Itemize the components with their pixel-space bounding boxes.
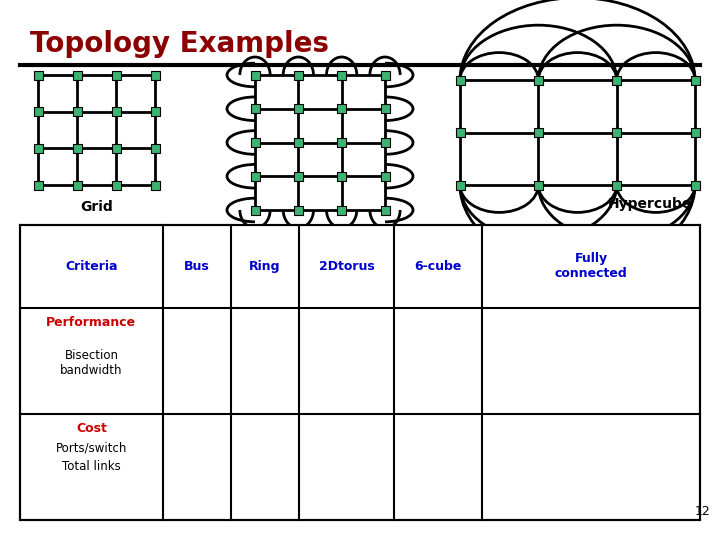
Bar <box>380 138 390 147</box>
Bar <box>337 206 346 214</box>
Bar <box>294 138 303 147</box>
Bar <box>112 71 120 79</box>
Bar <box>112 180 120 190</box>
Text: Performance: Performance <box>46 315 137 329</box>
Bar <box>112 144 120 153</box>
Text: Bus: Bus <box>184 260 210 273</box>
Bar <box>337 104 346 113</box>
Bar <box>612 128 621 137</box>
Bar <box>150 180 160 190</box>
Text: Ring: Ring <box>249 260 281 273</box>
Bar <box>612 76 621 84</box>
Text: Total links: Total links <box>62 460 121 473</box>
Bar <box>294 71 303 79</box>
Bar <box>20 225 700 520</box>
Text: Topology Examples: Topology Examples <box>30 30 329 58</box>
Bar <box>534 76 543 84</box>
Bar <box>73 180 81 190</box>
Text: Criteria: Criteria <box>65 260 117 273</box>
Bar <box>112 107 120 116</box>
Bar <box>612 180 621 190</box>
Text: Torus: Torus <box>299 225 341 239</box>
Bar <box>456 180 464 190</box>
Bar <box>380 206 390 214</box>
Text: Hypercube: Hypercube <box>608 197 692 211</box>
Bar <box>150 107 160 116</box>
Bar <box>150 71 160 79</box>
Bar <box>380 104 390 113</box>
Bar <box>34 144 42 153</box>
Bar <box>456 76 464 84</box>
Bar <box>380 172 390 181</box>
Bar <box>73 144 81 153</box>
Bar <box>690 128 700 137</box>
Text: Ports/switch: Ports/switch <box>55 442 127 455</box>
Bar <box>34 180 42 190</box>
Text: 12: 12 <box>694 505 710 518</box>
Text: Grid: Grid <box>80 200 113 214</box>
Bar <box>251 104 259 113</box>
Bar <box>251 172 259 181</box>
Text: Fully
connected: Fully connected <box>555 252 628 280</box>
Text: Bisection
bandwidth: Bisection bandwidth <box>60 349 122 377</box>
Bar <box>690 76 700 84</box>
Bar <box>251 71 259 79</box>
Bar <box>294 206 303 214</box>
Bar <box>73 107 81 116</box>
Bar <box>534 128 543 137</box>
Bar <box>34 107 42 116</box>
Bar <box>294 104 303 113</box>
Bar <box>534 180 543 190</box>
Bar <box>73 71 81 79</box>
Bar <box>337 138 346 147</box>
Bar <box>337 71 346 79</box>
Bar <box>456 128 464 137</box>
Bar <box>337 172 346 181</box>
Text: 6-cube: 6-cube <box>415 260 462 273</box>
Bar <box>690 180 700 190</box>
Text: 2Dtorus: 2Dtorus <box>318 260 374 273</box>
Bar <box>294 172 303 181</box>
Bar <box>150 144 160 153</box>
Text: Cost: Cost <box>76 422 107 435</box>
Bar <box>34 71 42 79</box>
Bar <box>251 138 259 147</box>
Bar <box>251 206 259 214</box>
Bar <box>380 71 390 79</box>
